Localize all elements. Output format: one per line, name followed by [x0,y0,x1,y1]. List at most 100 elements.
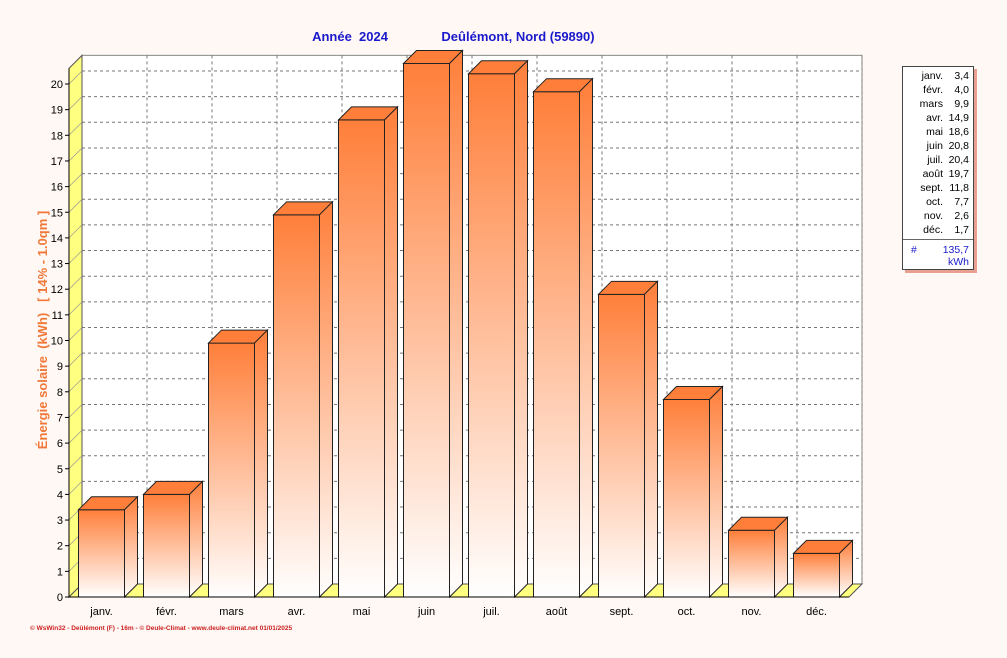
bar-side [384,105,398,599]
legend-value: 18,6 [948,126,969,138]
y-tick-label: 1 [57,566,63,578]
legend-value: 4,0 [954,84,969,96]
bar-side [579,77,593,599]
legend-separator [903,239,973,240]
bar-side [644,280,658,599]
bar-side [449,49,463,599]
y-tick-label: 15 [51,207,63,219]
y-tick-label: 6 [57,438,63,450]
legend-value: 7,7 [954,196,969,208]
x-tick-label: août [546,606,567,618]
bar-front [793,552,840,598]
y-axis-label: Énergie solaire (kWh) [ 14% - 1.0qm ] [35,211,50,449]
legend-month: mai [926,126,943,138]
legend-value: 14,9 [948,112,969,124]
bar-déc. [792,539,854,599]
legend-row: juin 20,8 [903,140,973,154]
bar-front [663,398,710,598]
legend-value: 2,6 [954,210,969,222]
bar-juil. [467,59,529,599]
y-tick-label: 17 [51,156,63,168]
legend-month: janv. [921,70,943,82]
y-tick-label: 0 [57,592,63,604]
y-tick-label: 18 [51,130,63,142]
bar-front [273,214,320,598]
bar-mars [207,328,269,599]
legend-row: oct. 7,7 [903,196,973,210]
x-tick-label: sept. [610,606,634,618]
bar-août [532,77,594,599]
bar-side [124,495,138,599]
side-grid-line [68,352,83,367]
legend-total-unit: kWh [948,256,969,268]
legend-total-value: 135,7 [942,244,969,256]
bar-front [143,493,190,598]
bar-sept. [597,280,659,599]
y-tick-label: 8 [57,387,63,399]
values-legend: janv. 3,4 févr. 4,0 mars 9,9 avr. 14,9 mai 18,6 ju… [902,66,974,270]
bar-side [709,385,723,599]
bar-front [403,62,450,598]
bar-juin [402,49,464,599]
legend-value: 11,8 [949,182,969,194]
side-grid-line [68,224,83,239]
bar-side [514,59,528,599]
side-grid-line [68,429,83,444]
side-grid-line [68,70,83,85]
y-tick-label: 13 [51,259,63,271]
bar-nov. [727,516,789,599]
x-tick-label: janv. [89,606,112,618]
y-tick-label: 14 [51,233,63,245]
y-tick-label: 9 [57,361,63,373]
side-grid-line [68,301,83,316]
x-tick-label: mai [353,606,371,618]
y-tick-label: 5 [57,464,63,476]
side-grid-line [68,404,83,418]
bar-févr. [142,480,204,599]
legend-row: mars 9,9 [903,98,973,112]
legend-row: août 19,7 [903,168,973,182]
side-grid-line [68,173,83,187]
bar-front [338,119,385,598]
side-grid-line [68,250,83,264]
bar-front [78,509,125,598]
side-grid-line [68,327,83,341]
legend-value: 20,8 [948,140,969,152]
legend-row: déc. 1,7 [903,224,973,238]
legend-value: 19,7 [948,168,969,180]
legend-month: juin [926,140,943,152]
bar-side [319,200,333,599]
chart-location-label: Deûlémont, Nord (59890) [441,29,594,44]
y-tick-label: 10 [51,336,63,348]
y-tick-label: 2 [57,541,63,553]
x-tick-label: juil. [482,606,500,618]
bar-front [598,293,645,598]
axes [65,68,849,598]
legend-row: mai 18,6 [903,126,973,140]
legend-value: 3,4 [954,70,969,82]
legend-value: 1,7 [954,224,969,236]
bar-front [208,342,255,598]
legend-row: févr. 4,0 [903,84,973,98]
bar-side [189,480,203,599]
x-tick-labels: janv. févr. mars avr. mai juin juil. août sept. o… [89,606,827,618]
y-tick-label: 7 [57,412,63,424]
x-tick-label: mars [219,606,244,618]
bar-side [839,539,853,599]
side-grid-line [68,275,83,290]
bar-front [468,73,515,598]
bar-oct. [662,385,724,599]
legend-row: janv. 3,4 [903,70,973,84]
bar-avr. [272,200,334,599]
y-tick-label: 19 [51,105,63,117]
side-grid-line [68,122,83,136]
x-tick-label: nov. [742,606,762,618]
y-tick-label: 3 [57,515,63,527]
side-grid-line [68,481,83,495]
y-tick-label: 20 [51,79,63,91]
y-tick-label: 4 [57,489,63,501]
side-grid-line [68,455,83,469]
bar-janv. [77,495,139,599]
legend-value: 20,4 [948,154,969,166]
